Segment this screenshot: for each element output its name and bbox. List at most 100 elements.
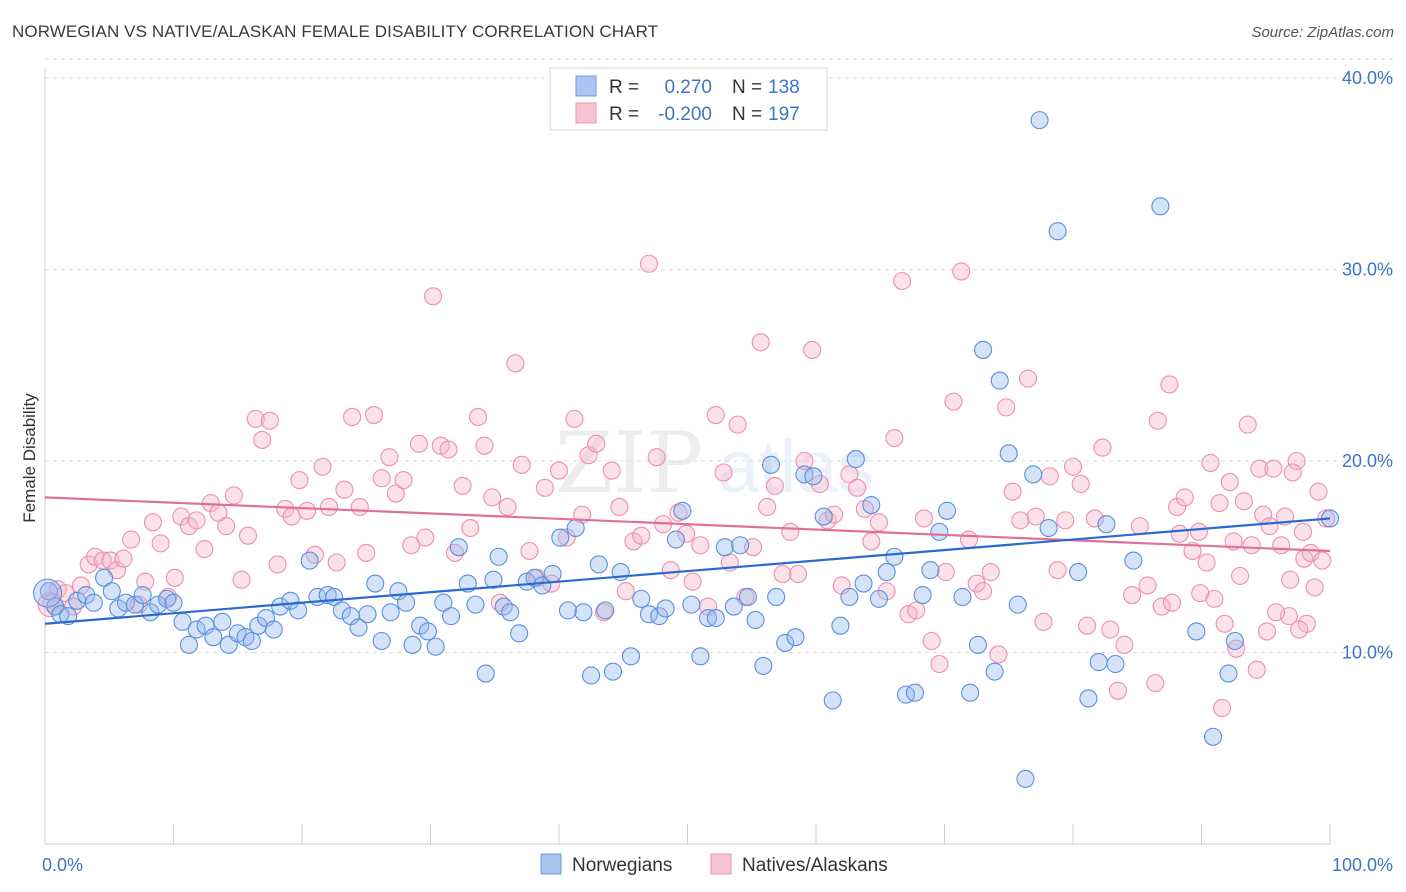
- norwegians-point: [164, 593, 183, 612]
- natives-point: [335, 480, 354, 499]
- natives-point: [1250, 459, 1269, 478]
- norwegians-point: [289, 601, 308, 620]
- natives-point: [439, 440, 458, 459]
- norwegians-point: [125, 595, 144, 614]
- norwegians-point: [476, 664, 495, 683]
- natives-point: [520, 541, 539, 561]
- norwegians-point: [1039, 518, 1058, 538]
- norwegians-point: [449, 538, 468, 557]
- norwegians-point: [1008, 595, 1027, 614]
- natives-point: [1048, 561, 1067, 580]
- natives-point: [944, 392, 963, 411]
- natives-point: [1201, 453, 1220, 472]
- norwegians-point: [510, 624, 529, 643]
- natives-point: [1266, 603, 1286, 622]
- norwegians-point: [596, 601, 615, 620]
- natives-point: [706, 405, 725, 425]
- natives-point: [810, 474, 829, 494]
- natives-point: [1283, 463, 1302, 482]
- natives-point: [1146, 674, 1165, 693]
- natives-point: [1138, 576, 1157, 595]
- norwegians-point: [1069, 563, 1088, 582]
- norwegians-point: [999, 444, 1018, 463]
- norwegians-point: [187, 620, 206, 639]
- natives-point: [319, 497, 339, 517]
- natives-point: [973, 582, 993, 601]
- legend-norwegians-marker: [540, 853, 562, 875]
- norwegians-point: [921, 561, 940, 580]
- norwegians-point: [1106, 654, 1125, 674]
- natives-point: [1247, 660, 1266, 679]
- natives-point: [1224, 532, 1243, 551]
- natives-point: [610, 497, 629, 517]
- norwegians-point: [905, 683, 924, 702]
- norwegians-point: [1016, 769, 1035, 788]
- norwegians-point: [913, 585, 932, 605]
- norwegians-point: [724, 597, 743, 616]
- natives-point: [1011, 511, 1030, 530]
- natives-point: [907, 601, 926, 620]
- natives-point: [989, 645, 1008, 664]
- natives-point: [869, 513, 889, 532]
- natives-point: [1152, 597, 1171, 616]
- natives-point: [959, 530, 978, 549]
- natives-point: [1287, 451, 1306, 471]
- chart-title: NORWEGIAN VS NATIVE/ALASKAN FEMALE DISAB…: [12, 22, 659, 41]
- norwegians-point: [249, 616, 268, 635]
- natives-point: [1130, 517, 1149, 536]
- norwegians-point: [961, 683, 980, 702]
- natives-point: [1168, 497, 1187, 517]
- natives-point: [386, 484, 405, 503]
- natives-point: [1108, 681, 1128, 700]
- natives-point: [1191, 584, 1210, 603]
- natives-point: [394, 471, 413, 490]
- y-tick-label: 20.0%: [1342, 451, 1393, 471]
- norwegians-point: [84, 593, 103, 612]
- norwegians-point: [397, 593, 416, 612]
- norwegians-point: [484, 570, 503, 589]
- legend-r-label-2: R =: [609, 104, 639, 125]
- norwegians-point: [1225, 631, 1244, 651]
- natives-point: [253, 430, 272, 449]
- natives-point: [195, 540, 214, 559]
- norwegians-point: [589, 555, 608, 574]
- y-axis-title: Female Disability: [20, 393, 39, 523]
- norwegians-point: [990, 371, 1009, 390]
- natives-point: [677, 524, 696, 543]
- norwegians-point: [1151, 197, 1170, 216]
- norwegians-point: [179, 635, 198, 654]
- norwegians-point: [1187, 622, 1206, 641]
- natives-point: [1003, 482, 1022, 501]
- natives-point: [1213, 698, 1232, 718]
- natives-point: [298, 501, 317, 520]
- norwegians-point: [204, 628, 223, 647]
- norwegians-point: [1030, 111, 1049, 130]
- natives-point: [728, 415, 747, 434]
- legend-n-value-natives: 197: [768, 104, 800, 125]
- natives-point: [122, 530, 141, 549]
- natives-point: [765, 476, 784, 495]
- natives-point: [461, 518, 480, 538]
- natives-point: [639, 254, 659, 273]
- natives-point: [885, 428, 904, 448]
- series-legend: Norwegians Natives/Alaskans: [540, 853, 888, 876]
- norwegians-point: [776, 633, 795, 652]
- natives-point: [1257, 622, 1277, 641]
- natives-point: [893, 271, 912, 291]
- natives-point: [1160, 375, 1179, 394]
- legend-r-value-natives: -0.200: [658, 104, 712, 125]
- natives-point: [1183, 541, 1202, 561]
- norwegians-point: [381, 603, 400, 622]
- natives-point: [1309, 482, 1328, 501]
- watermark-zip: ZIP: [555, 414, 703, 512]
- natives-point: [327, 553, 346, 572]
- correlation-legend: R = 0.270 N = 138 R = -0.200 N = 197: [549, 67, 828, 131]
- norwegians-point: [264, 620, 283, 639]
- norwegians-point: [39, 582, 58, 601]
- norwegians-point: [731, 536, 750, 555]
- norwegians-point: [896, 685, 916, 704]
- norwegians-point: [1048, 222, 1067, 241]
- natives-point: [364, 405, 384, 425]
- natives-point: [232, 570, 251, 589]
- norwegians-point: [862, 495, 881, 515]
